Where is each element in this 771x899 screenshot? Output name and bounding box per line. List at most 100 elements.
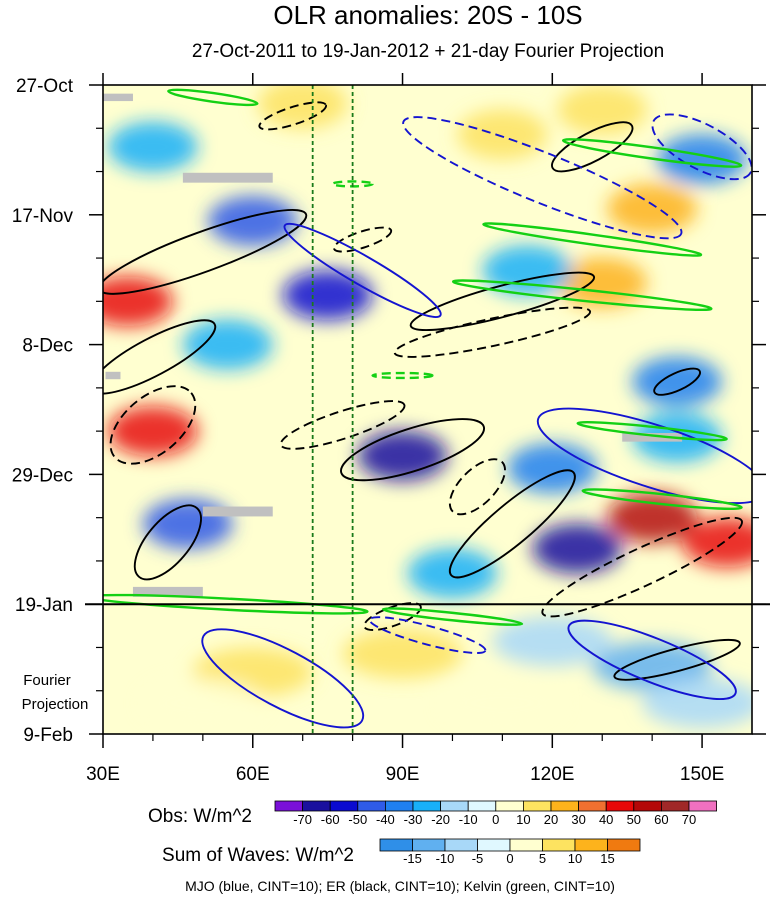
obs-anomaly-blob [607, 183, 698, 234]
obs-legend-label: Obs: W/m^2 [148, 806, 252, 827]
waves-colorbar-level-label: -5 [472, 851, 484, 866]
obs-colorbar-swatch [661, 800, 690, 812]
missing-data-patch [202, 506, 273, 517]
mjo-contour [567, 619, 737, 700]
wave-anomaly-blob [342, 628, 463, 679]
waves-colorbar-level-label: -15 [403, 851, 422, 866]
kelvin-contour [482, 222, 703, 257]
obs-colorbar-level-label: -50 [348, 812, 367, 827]
missing-data-patch [103, 93, 133, 102]
obs-colorbar-swatch [605, 800, 635, 812]
x-tick-label: 60E [236, 764, 270, 785]
kelvin-contour [451, 279, 713, 312]
waves-colorbar: -15 -10 -5 0 5 10 15 [379, 838, 641, 866]
waves-colorbar-level-label: 10 [568, 851, 582, 866]
obs-colorbar-swatch [274, 800, 304, 812]
plot-frame [102, 84, 753, 735]
mjo-contour [368, 616, 487, 654]
obs-colorbar-level-label: -30 [404, 812, 423, 827]
missing-data-patch [622, 432, 683, 442]
kelvin-contour [103, 593, 369, 615]
wave-anomaly-blob [492, 616, 613, 667]
obs-colorbar-level-label: 20 [544, 812, 558, 827]
chart-subtitle: 27-Oct-2011 to 19-Jan-2012 + 21-day Four… [192, 41, 664, 62]
waves-colorbar-swatch [412, 838, 446, 852]
obs-anomaly-blob [657, 134, 748, 185]
obs-colorbar-level-label: 0 [492, 812, 499, 827]
obs-colorbar-swatch [412, 800, 442, 812]
obs-colorbar-swatch [357, 800, 386, 812]
er-contour [103, 209, 308, 295]
obs-colorbar-level-label: 40 [599, 812, 613, 827]
er-contour [279, 400, 406, 450]
reference-longitude-lines [311, 85, 354, 734]
obs-colorbar-swatch [633, 800, 662, 812]
obs-colorbar: -70 -60 -50 -40 -30 -20 -10 0 10 20 30 40 50 60 70 [274, 800, 718, 827]
x-tick-label: 120E [530, 764, 574, 785]
x-tick-label: 90E [386, 764, 420, 785]
waves-colorbar-swatch [574, 838, 608, 852]
obs-colorbar-swatch [578, 800, 607, 812]
obs-anomaly-blob [107, 406, 198, 457]
er-contour [109, 385, 197, 465]
mjo-contour [651, 113, 752, 181]
obs-colorbar-swatch [329, 800, 359, 812]
obs-anomaly-blob [457, 109, 548, 160]
obs-colorbar-level-label: 70 [682, 812, 696, 827]
wave-anomaly-blob [642, 678, 752, 728]
obs-colorbar-level-label: -20 [431, 812, 450, 827]
er-contour [340, 418, 485, 482]
kelvin-contour [371, 371, 434, 380]
waves-colorbar-swatch [379, 838, 413, 852]
waves-colorbar-level-label: -10 [436, 851, 455, 866]
chart-title: OLR anomalies: 20S - 10S [273, 0, 582, 30]
obs-colorbar-level-label: -70 [293, 812, 312, 827]
kelvin-contour [561, 138, 743, 168]
er-contour [448, 469, 576, 579]
er-contour [133, 504, 202, 581]
obs-colorbar-swatch [495, 800, 524, 812]
y-tick-label: 9-Feb [23, 725, 73, 746]
footnote: MJO (blue, CINT=10); ER (black, CINT=10)… [185, 878, 615, 894]
obs-colorbar-swatch [523, 800, 552, 812]
obs-anomaly-blob [103, 276, 173, 327]
mjo-contour [283, 222, 442, 318]
er-contour [551, 121, 634, 173]
obs-anomaly-blob [632, 356, 723, 407]
er-contour [653, 367, 701, 396]
waves-colorbar-level-label: 0 [506, 851, 513, 866]
obs-anomaly-blob [182, 319, 273, 370]
obs-colorbar-swatch [384, 800, 414, 812]
kelvin-contour [381, 607, 524, 626]
missing-data-patch [132, 586, 203, 597]
obs-colorbar-swatch [440, 800, 469, 812]
wave-anomaly-blob [142, 678, 263, 728]
y-tick-label: 19-Jan [15, 595, 73, 616]
y-tick-label: 29-Dec [12, 465, 73, 486]
obs-colorbar-swatch [550, 800, 580, 812]
mjo-contour [201, 628, 365, 729]
plot-area [103, 85, 752, 734]
obs-colorbar-swatch [467, 800, 497, 812]
obs-colorbar-level-label: 50 [627, 812, 641, 827]
er-contour [613, 638, 741, 681]
waves-colorbar-level-label: 15 [600, 851, 614, 866]
projection-label-line1: Fourier [23, 672, 71, 689]
waves-colorbar-level-label: 5 [539, 851, 546, 866]
obs-anomaly-blob [107, 121, 198, 172]
er-contour [541, 516, 743, 618]
y-tick-label: 27-Oct [16, 76, 74, 97]
wave-anomaly-blob [442, 678, 563, 728]
obs-anomaly-blob [507, 443, 598, 494]
obs-colorbar-level-label: 60 [654, 812, 668, 827]
obs-anomaly-blob [207, 195, 298, 247]
obs-colorbar-level-label: 30 [571, 812, 585, 827]
mjo-contour [536, 407, 752, 505]
waves-colorbar-swatch [509, 838, 543, 852]
waves-colorbar-swatch [477, 838, 511, 852]
obs-colorbar-swatch [688, 800, 718, 812]
y-axis: 27-Oct 17-Nov 8-Dec 29-Dec 19-Jan 9-Feb [12, 76, 766, 746]
er-contour [448, 458, 506, 516]
kelvin-contour [581, 488, 743, 511]
